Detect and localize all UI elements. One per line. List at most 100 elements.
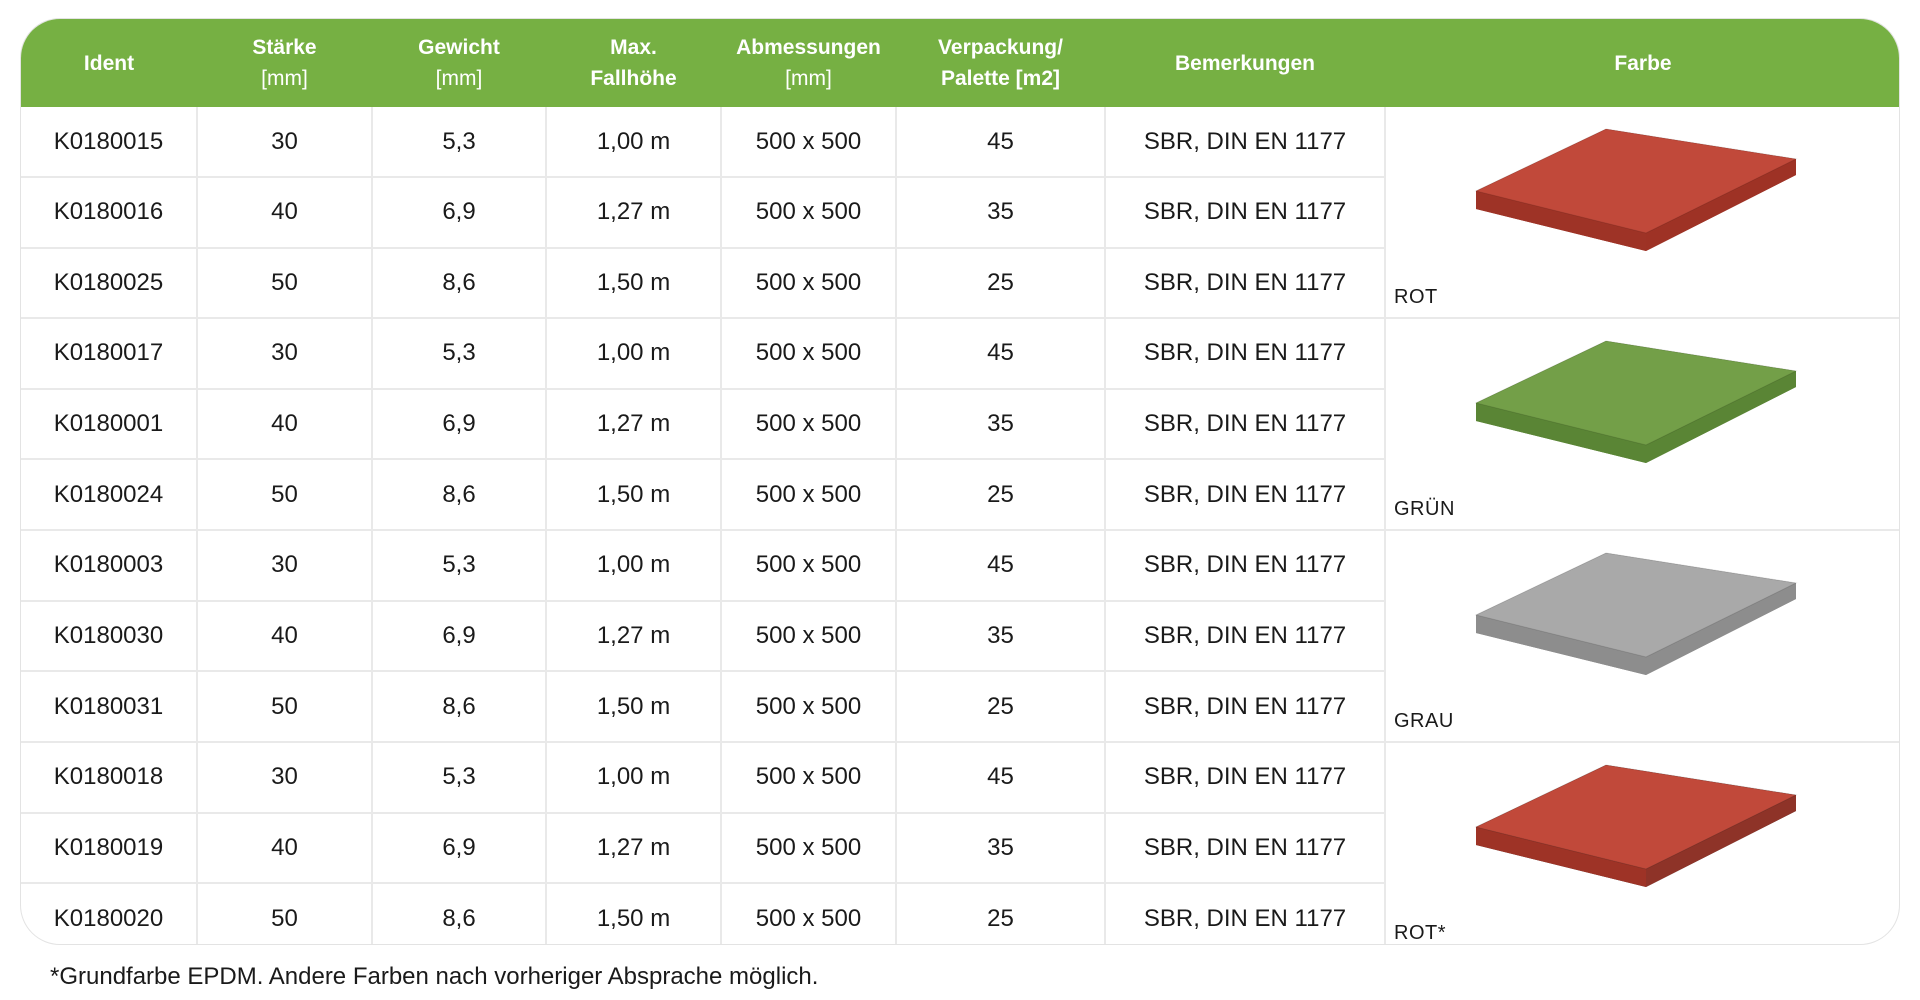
table-row: K0180024 50 8,6 1,50 m 500 x 500 25 SBR, DIN E… [21,459,1899,531]
cell-staerke: 30 [197,107,373,179]
cell-fall: 1,50 m [546,247,722,320]
color-label: GRAU [1394,710,1454,732]
rubber-tile-image [1474,128,1798,251]
cell-ident: K0180030 [21,600,198,673]
cell-staerke: 40 [197,600,373,673]
cell-fall: 1,27 m [546,600,722,673]
cell-gewicht: 5,3 [372,107,547,179]
cell-staerke: 50 [197,459,373,531]
color-label: ROT [1394,286,1438,308]
cell-bem: SBR, DIN EN 1177 [1105,247,1386,320]
cell-ident: K0180015 [21,107,198,179]
header-abmessungen: Abmessungen [mm] [721,19,896,107]
cell-staerke: 40 [197,812,373,885]
table-row: K0180017 30 5,3 1,00 m 500 x 500 45 SBR, DIN E… [21,318,1899,531]
cell-verp: 45 [896,742,1106,814]
cell-ident: K0180017 [21,318,198,390]
cell-abm: 500 x 500 [721,459,897,531]
cell-staerke: 30 [197,318,373,390]
cell-gewicht: 5,3 [372,530,547,602]
cell-staerke: 30 [197,742,373,814]
header-fallhoehe: Max. Fallhöhe [590,36,677,90]
cell-ident: K0180001 [21,388,198,461]
cell-abm: 500 x 500 [721,812,897,885]
cell-bem: SBR, DIN EN 1177 [1105,600,1386,673]
cell-bem: SBR, DIN EN 1177 [1105,177,1386,249]
cell-abm: 500 x 500 [721,671,897,743]
cell-bem: SBR, DIN EN 1177 [1105,388,1386,461]
cell-ident: K0180003 [21,530,198,602]
cell-bem: SBR, DIN EN 1177 [1105,812,1386,885]
cell-staerke: 50 [197,671,373,743]
header-staerke-unit: [mm] [261,67,308,90]
cell-verp: 35 [896,600,1106,673]
cell-gewicht: 6,9 [372,177,547,249]
table-row: K0180015 30 5,3 1,00 m 500 x 500 45 SBR, DIN E… [21,107,1899,319]
cell-abm: 500 x 500 [721,883,897,944]
cell-staerke: 40 [197,388,373,461]
cell-gewicht: 5,3 [372,318,547,390]
cell-verp: 45 [896,318,1106,390]
cell-abm: 500 x 500 [721,177,897,249]
table-row: K0180020 50 8,6 1,50 m 500 x 500 25 SBR, DIN E… [21,883,1899,944]
cell-fall: 1,50 m [546,671,722,743]
cell-abm: 500 x 500 [721,388,897,461]
color-swatch-cell: ROT* [1385,742,1899,944]
cell-fall: 1,27 m [546,177,722,249]
cell-fall: 1,27 m [546,812,722,885]
cell-staerke: 50 [197,247,373,320]
cell-fall: 1,00 m [546,318,722,390]
cell-ident: K0180019 [21,812,198,885]
footnote: *Grundfarbe EPDM. Andere Farben nach vor… [50,963,819,990]
cell-verp: 45 [896,107,1106,179]
cell-fall: 1,00 m [546,742,722,814]
table-row: K0180030 40 6,9 1,27 m 500 x 500 35 SBR, DIN E… [21,600,1899,673]
cell-bem: SBR, DIN EN 1177 [1105,671,1386,743]
header-abm-unit: [mm] [785,67,832,90]
table-row: K0180018 30 5,3 1,00 m 500 x 500 45 SBR, DIN E… [21,742,1899,944]
cell-bem: SBR, DIN EN 1177 [1105,742,1386,814]
cell-ident: K0180024 [21,459,198,531]
cell-gewicht: 8,6 [372,883,547,944]
header-gewicht: Gewicht [mm] [372,19,546,107]
cell-bem: SBR, DIN EN 1177 [1105,318,1386,390]
cell-abm: 500 x 500 [721,742,897,814]
cell-verp: 35 [896,388,1106,461]
cell-verp: 35 [896,812,1106,885]
cell-fall: 1,50 m [546,883,722,944]
header-bemerkungen: Bemerkungen [1174,51,1316,75]
cell-ident: K0180025 [21,247,198,320]
header-gewicht-unit: [mm] [435,67,483,90]
cell-ident: K0180031 [21,671,198,743]
cell-gewicht: 6,9 [372,812,547,885]
table-row: K0180019 40 6,9 1,27 m 500 x 500 35 SBR, DIN E… [21,812,1899,885]
cell-fall: 1,00 m [546,530,722,602]
cell-abm: 500 x 500 [721,530,897,602]
rubber-tile-image [1474,340,1798,463]
color-swatch-cell: GRÜN [1385,318,1899,531]
cell-abm: 500 x 500 [721,107,897,179]
rubber-tile-image [1474,552,1798,675]
header-farbe: Farbe [1614,51,1672,75]
cell-verp: 25 [896,883,1106,944]
cell-bem: SBR, DIN EN 1177 [1105,530,1386,602]
cell-verp: 45 [896,530,1106,602]
cell-abm: 500 x 500 [721,247,897,320]
cell-verp: 25 [896,459,1106,531]
cell-gewicht: 5,3 [372,742,547,814]
table-row: K0180025 50 8,6 1,50 m 500 x 500 25 SBR, DIN E… [21,247,1899,320]
cell-gewicht: 8,6 [372,671,547,743]
spec-table: Ident Stärke [mm] Gewicht [mm] Max. Fallhöh… [21,19,1899,944]
cell-bem: SBR, DIN EN 1177 [1105,107,1386,179]
cell-abm: 500 x 500 [721,318,897,390]
cell-staerke: 30 [197,530,373,602]
cell-fall: 1,50 m [546,459,722,531]
color-label: ROT* [1394,922,1446,944]
cell-fall: 1,27 m [546,388,722,461]
cell-verp: 25 [896,671,1106,743]
cell-abm: 500 x 500 [721,600,897,673]
cell-gewicht: 8,6 [372,459,547,531]
cell-ident: K0180020 [21,883,198,944]
rubber-tile-image [1474,764,1798,887]
cell-ident: K0180018 [21,742,198,814]
